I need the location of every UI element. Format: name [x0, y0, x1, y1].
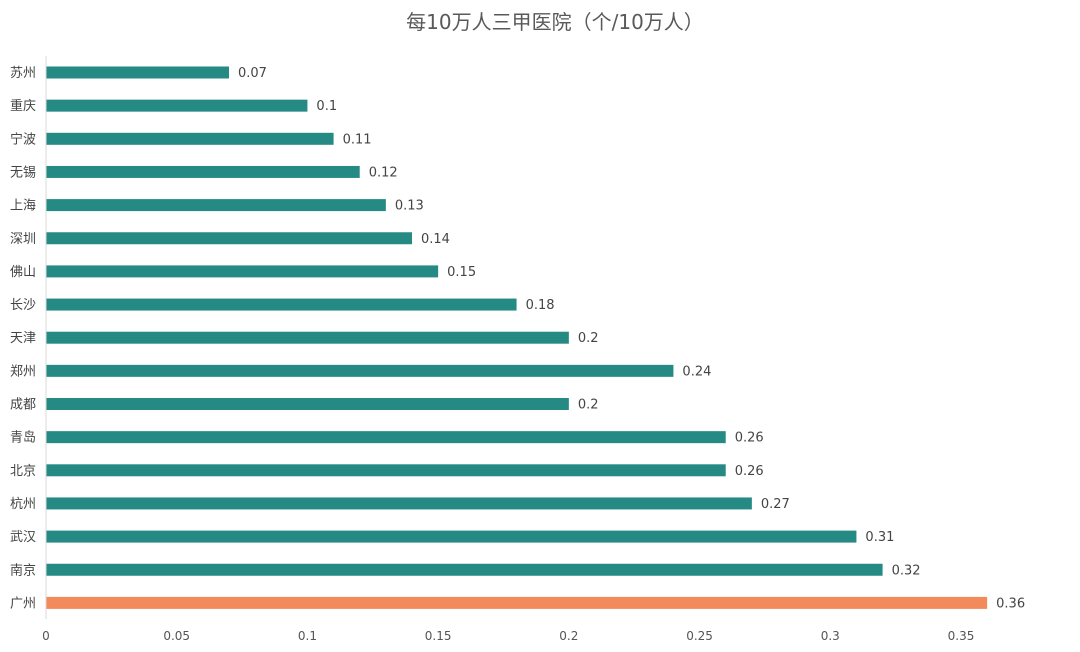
data-label: 0.26	[735, 464, 764, 479]
bar	[46, 364, 674, 377]
data-label: 0.2	[578, 398, 599, 413]
bar	[46, 497, 752, 510]
bar	[46, 265, 439, 278]
x-tick-label: 0.2	[559, 629, 578, 643]
data-label: 0.26	[735, 431, 764, 446]
data-label: 0.07	[238, 66, 267, 81]
category-label: 广州	[10, 596, 36, 611]
data-label: 0.13	[395, 199, 424, 214]
bar	[46, 464, 726, 477]
category-label: 宁波	[10, 131, 36, 147]
bar	[46, 530, 857, 543]
category-label: 青岛	[10, 430, 36, 446]
category-label: 南京	[10, 562, 36, 578]
bars-layer: 苏州 0.07 重庆 0.1 宁波 0.11 无锡 0.12 上海 0.13 深圳 0.14 佛山 0.1…	[10, 65, 1025, 611]
category-label: 无锡	[10, 165, 36, 180]
bar	[46, 66, 229, 79]
bar	[46, 232, 412, 245]
data-label: 0.2	[578, 331, 599, 346]
category-label: 天津	[10, 331, 36, 346]
x-tick-label: 0	[42, 629, 50, 643]
bar	[46, 298, 517, 311]
bar	[46, 165, 360, 178]
data-label: 0.11	[343, 132, 372, 147]
category-label: 成都	[10, 398, 36, 413]
data-label: 0.14	[421, 232, 450, 247]
bar	[46, 331, 569, 344]
x-tick-label: 0.35	[948, 629, 975, 643]
x-tick-label: 0.3	[821, 629, 840, 643]
chart-title: 每10万人三甲医院（个/10万人）	[406, 10, 704, 34]
x-tick-label: 0.15	[425, 629, 452, 643]
data-label: 0.24	[682, 364, 711, 379]
bar	[46, 199, 386, 212]
category-label: 佛山	[10, 265, 36, 280]
category-label: 杭州	[10, 497, 36, 512]
data-label: 0.27	[761, 497, 790, 512]
data-label: 0.1	[316, 99, 337, 114]
data-label: 0.31	[865, 530, 894, 545]
category-label: 深圳	[10, 232, 36, 247]
data-label: 0.12	[369, 165, 398, 180]
bar	[46, 398, 569, 410]
x-axis-ticks: 0 0.05 0.1 0.15 0.2 0.25 0.3 0.35	[42, 629, 974, 643]
category-label: 苏州	[10, 65, 36, 81]
category-label: 郑州	[10, 364, 36, 379]
x-tick-label: 0.05	[163, 629, 190, 643]
bar	[46, 563, 883, 576]
data-label: 0.15	[447, 265, 476, 280]
category-label: 武汉	[10, 530, 36, 545]
category-label: 长沙	[10, 298, 36, 313]
bar	[46, 99, 308, 112]
x-tick-label: 0.25	[686, 629, 713, 643]
category-label: 重庆	[10, 98, 36, 114]
data-label: 0.18	[526, 298, 555, 313]
bar	[46, 132, 334, 145]
data-label: 0.32	[892, 563, 921, 578]
category-label: 上海	[10, 199, 36, 214]
data-label: 0.36	[996, 596, 1025, 611]
x-tick-label: 0.1	[298, 629, 317, 643]
bar	[46, 596, 988, 609]
bar	[46, 431, 726, 444]
category-label: 北京	[10, 464, 36, 479]
